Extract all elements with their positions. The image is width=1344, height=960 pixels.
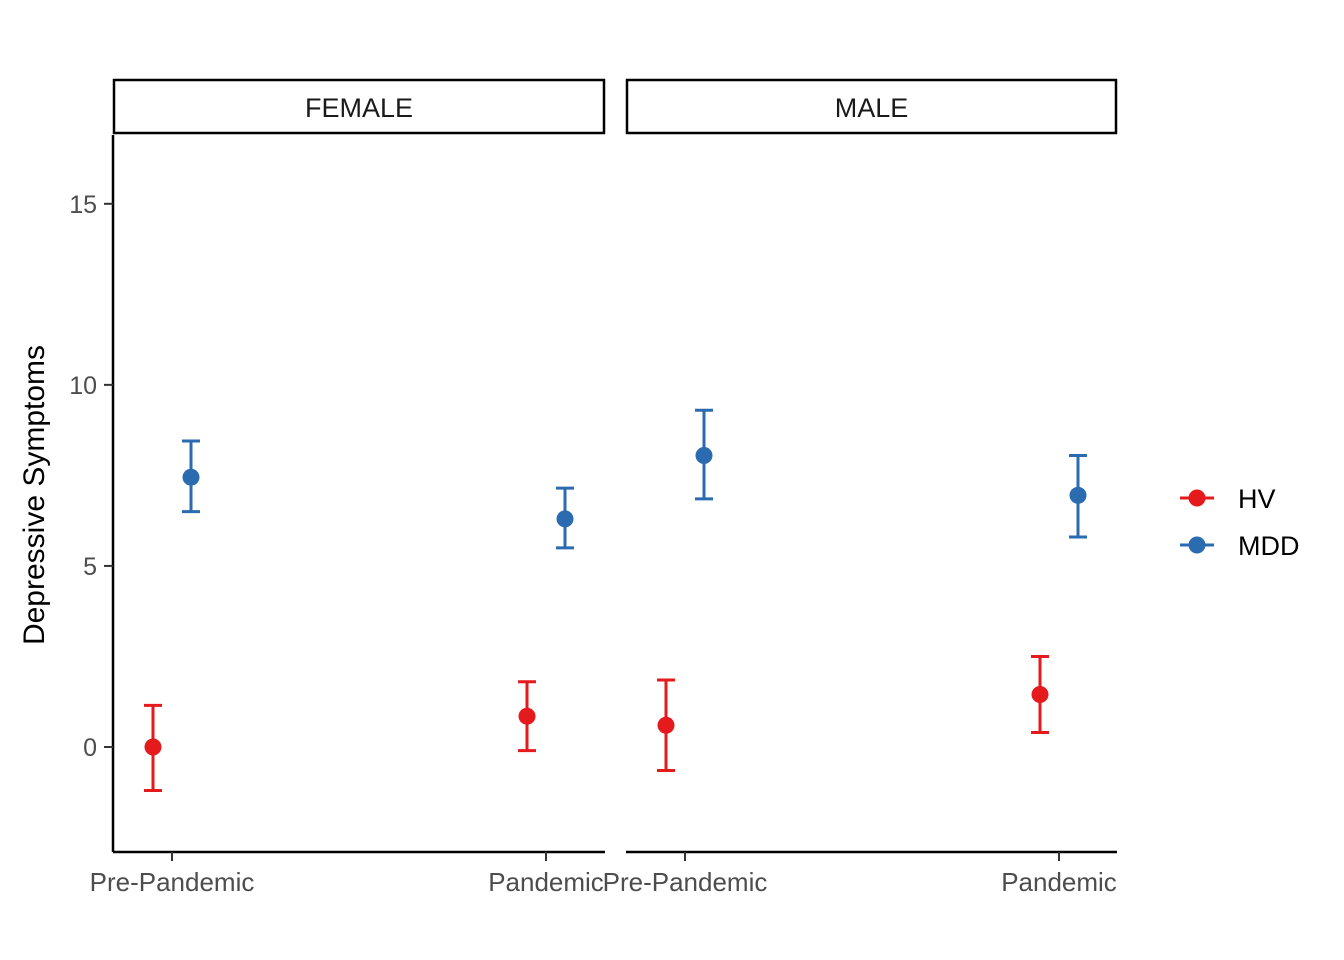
legend: HV MDD [1180, 484, 1300, 561]
legend-label: HV [1238, 484, 1276, 514]
data-point-hv [1031, 654, 1049, 734]
x-tick-label: Pandemic [488, 867, 604, 897]
legend-label: MDD [1238, 531, 1300, 561]
data-point-marker [556, 510, 574, 528]
facet-panel-female: FEMALE Pre-Pandemic Pandemic [90, 78, 606, 897]
data-point-mdd [182, 439, 200, 514]
y-tick-label: 0 [83, 734, 97, 762]
facet-panel-male: MALE Pre-Pandemic Pandemic [603, 78, 1118, 897]
facet-strip [625, 78, 1118, 135]
legend-entry-hv: HV [1180, 484, 1276, 514]
data-point-hv [518, 680, 536, 753]
data-point-hv [144, 703, 162, 792]
data-point-marker [1069, 486, 1087, 504]
x-tick-label: Pre-Pandemic [603, 867, 768, 897]
data-point-mdd [1069, 453, 1087, 539]
data-point-hv [657, 678, 675, 773]
legend-key-marker [1188, 536, 1206, 554]
facet-strip-label: MALE [835, 93, 909, 123]
x-tick-label: Pre-Pandemic [90, 867, 255, 897]
y-tick-label: 10 [69, 372, 97, 400]
legend-key-marker [1188, 489, 1206, 507]
facet-strip-label: FEMALE [305, 93, 413, 123]
data-point-mdd [695, 408, 713, 501]
data-point-mdd [556, 486, 574, 550]
data-point-marker [657, 716, 675, 734]
data-point-marker [518, 707, 536, 725]
data-point-marker [144, 738, 162, 756]
y-tick-label: 15 [69, 191, 97, 219]
y-axis: 0 5 10 15 [69, 135, 115, 852]
data-point-marker [182, 468, 200, 486]
facet-strip [112, 78, 606, 135]
data-point-marker [1031, 685, 1049, 703]
legend-entry-mdd: MDD [1180, 531, 1300, 561]
x-tick-label: Pandemic [1001, 867, 1117, 897]
data-point-marker [695, 446, 713, 464]
y-axis-label: Depressive Symptoms [18, 345, 51, 645]
y-tick-label: 5 [83, 553, 97, 581]
